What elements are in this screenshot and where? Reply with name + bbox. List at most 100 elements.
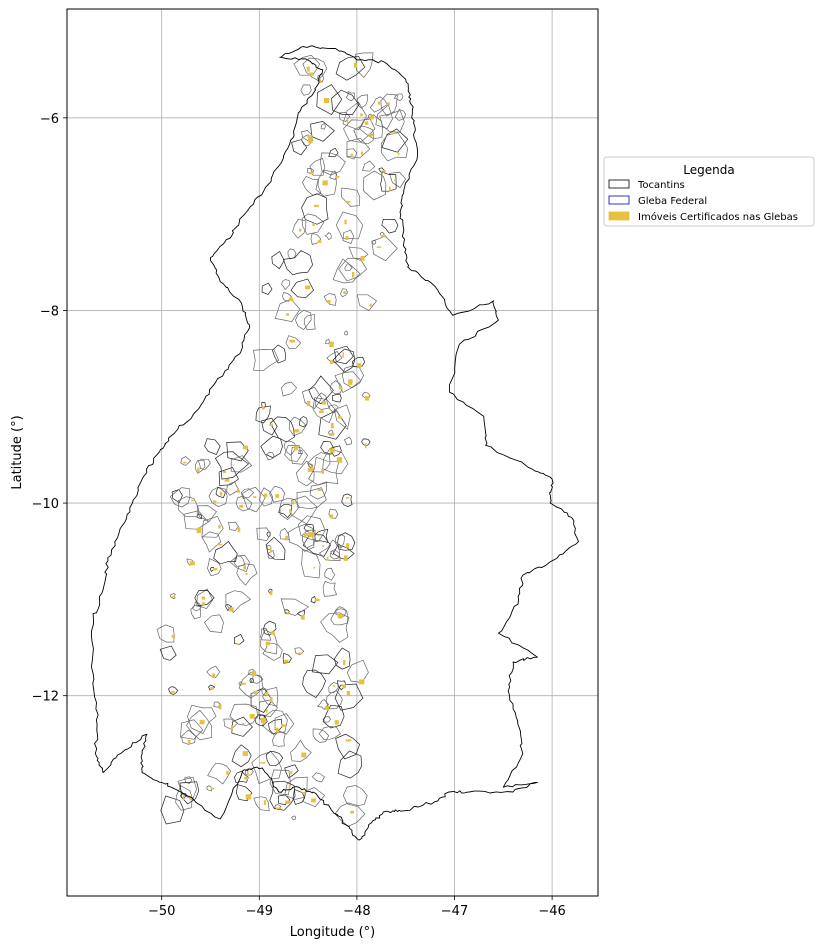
gleba-polygon: [266, 544, 271, 550]
imovel-certificado: [361, 151, 364, 155]
gleba-polygon: [215, 486, 226, 499]
gleba-polygon: [329, 380, 343, 395]
legend-title: Legenda: [683, 163, 734, 177]
gleba-polygon: [282, 652, 292, 664]
imovel-certificado: [344, 219, 347, 225]
imovel-certificado: [281, 724, 286, 727]
gleba-polygon: [287, 524, 315, 552]
imovel-certificado: [309, 172, 314, 175]
gleba-polygon: [335, 733, 361, 760]
gleba-polygon: [322, 716, 332, 723]
gleba-polygon: [290, 495, 318, 525]
imovel-certificado: [313, 566, 316, 569]
gleba-polygon: [184, 776, 193, 784]
imovel-certificado: [338, 386, 343, 390]
imovel-certificado: [318, 79, 322, 84]
gleba-polygon: [271, 344, 286, 364]
imovel-certificado: [301, 614, 305, 620]
y-axis-label: Latitude (°): [10, 415, 25, 489]
imovel-certificado: [342, 684, 346, 689]
legend-swatch-tocantins: [608, 179, 630, 189]
imovel-certificado: [219, 491, 223, 496]
gleba-polygon: [312, 728, 330, 743]
gleba-polygon: [207, 557, 222, 577]
imovel-certificado: [376, 246, 382, 248]
gleba-polygon: [334, 683, 364, 711]
gleba-polygon: [204, 438, 221, 455]
imovel-certificado: [218, 704, 222, 710]
gleba-polygon: [325, 338, 330, 345]
gleba-polygon: [295, 460, 315, 487]
gleba-polygon: [308, 456, 340, 486]
imovel-certificado: [345, 236, 349, 240]
x-tick-label: −48: [343, 904, 370, 919]
gleba-polygon: [258, 699, 278, 718]
gleba-polygon: [363, 170, 387, 201]
imovel-certificado: [237, 643, 240, 646]
gleba-polygon: [302, 57, 328, 82]
legend: Legenda Tocantins Gleba Federal Imóveis …: [603, 156, 815, 227]
imovel-certificado: [172, 595, 175, 598]
imovel-certificado: [394, 178, 396, 182]
gleba-polygon: [335, 55, 366, 81]
gleba-polygon: [342, 785, 368, 807]
imovel-certificado: [288, 297, 294, 302]
gleba-polygon: [235, 495, 253, 512]
imovel-certificado: [183, 461, 187, 464]
imovel-certificado: [224, 478, 230, 482]
gleba-polygon: [203, 614, 224, 633]
imovel-certificado: [249, 714, 255, 719]
y-tick-label: −10: [32, 497, 59, 512]
imovel-certificado: [243, 445, 248, 450]
gleba-polygon: [296, 487, 327, 510]
imovel-certificado: [275, 807, 281, 810]
gleba-polygon: [346, 659, 369, 683]
gleba-polygon: [343, 118, 376, 143]
gleba-polygon: [269, 780, 296, 811]
imovel-certificado: [365, 443, 367, 449]
gleba-polygon: [335, 211, 364, 240]
gleba-polygon: [160, 795, 185, 825]
imovel-certificado: [243, 776, 249, 780]
imovel-certificado: [317, 240, 322, 243]
imovel-certificado: [317, 489, 322, 491]
gleba-polygon: [334, 345, 354, 365]
imovel-certificado: [263, 493, 268, 497]
imovel-certificado: [263, 720, 265, 725]
gleba-polygon: [324, 567, 336, 581]
gleba-polygon: [281, 381, 298, 397]
imovel-certificado: [229, 607, 234, 612]
gleba-polygon: [332, 544, 355, 561]
imovel-certificado: [382, 170, 386, 173]
legend-frame: [603, 156, 815, 227]
gleba-polygon: [301, 386, 323, 410]
gleba-polygon: [303, 314, 316, 330]
gleba-polygon: [337, 750, 362, 779]
imovel-certificado: [253, 690, 258, 694]
imovel-certificado: [333, 684, 335, 687]
imovel-certificado: [346, 119, 349, 124]
gleba-polygon: [279, 497, 300, 520]
gleba-polygon: [322, 704, 345, 729]
imovel-certificado: [297, 652, 303, 655]
gleba-polygon: [322, 448, 349, 475]
gleba-polygon: [301, 193, 329, 225]
gleba-polygon: [312, 397, 336, 424]
gleba-polygon: [320, 612, 350, 643]
imovel-certificado: [276, 727, 279, 733]
legend-label-tocantins: Tocantins: [637, 180, 685, 191]
imovel-certificado: [368, 133, 374, 137]
tocantins-state-outline: [90, 45, 579, 841]
gleba-polygon: [180, 719, 204, 740]
gleba-polygon: [242, 486, 266, 513]
gleba-polygon: [317, 73, 325, 83]
gleba-polygon: [334, 802, 366, 827]
gleba-polygon: [252, 349, 280, 372]
imovel-certificado: [314, 204, 319, 207]
imovel-certificado: [357, 363, 361, 368]
imovel-certificado: [338, 415, 342, 419]
imovel-certificado: [308, 532, 314, 538]
imovel-certificado: [171, 634, 176, 638]
gleba-polygon: [389, 171, 407, 189]
gleba-polygon: [206, 665, 221, 678]
